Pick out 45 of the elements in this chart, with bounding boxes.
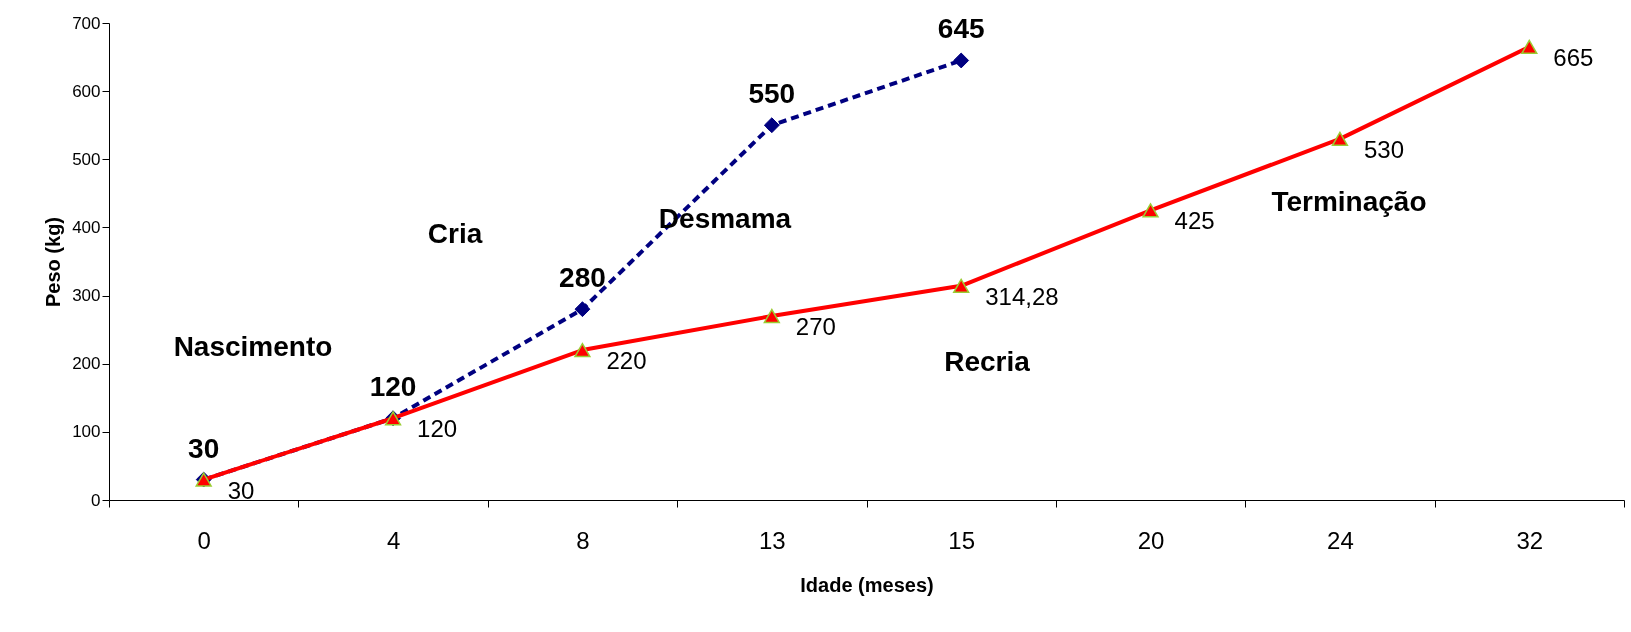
y-tick-label: 100	[72, 422, 101, 442]
y-tick-label: 300	[72, 286, 101, 306]
annotation: Terminação	[1271, 186, 1427, 217]
x-tick-label: 8	[576, 526, 590, 554]
annotation: Recria	[944, 346, 1031, 377]
point	[1142, 203, 1159, 218]
x-tick-label: 4	[386, 526, 401, 554]
y-tick-label: 0	[91, 490, 101, 510]
point	[763, 308, 780, 324]
data-label: 30	[188, 432, 220, 464]
y-axis-title: Peso (kg)	[42, 216, 65, 308]
x-tick-label: 0	[197, 526, 211, 554]
point	[953, 52, 970, 69]
data-label: 280	[559, 262, 606, 294]
point	[574, 301, 591, 318]
data-label: 220	[606, 347, 647, 375]
data-label: 120	[369, 371, 417, 403]
data-label: 530	[1363, 135, 1404, 163]
point	[1521, 39, 1538, 55]
data-label: 425	[1174, 207, 1215, 235]
x-tick-label: 20	[1137, 526, 1165, 554]
annotation: Desmama	[658, 203, 792, 234]
x-tick-label: 32	[1516, 526, 1544, 554]
y-tick-label: 600	[72, 81, 101, 101]
data-label: 120	[417, 415, 458, 443]
x-tick-label: 13	[758, 526, 786, 554]
y-tick-label: 400	[72, 217, 101, 237]
annotation: Nascimento	[173, 331, 333, 362]
data-label: 270	[795, 313, 836, 341]
y-tick-label: 700	[72, 13, 101, 33]
data-label: 30	[227, 476, 255, 504]
data-label: 550	[748, 78, 796, 110]
data-label: 314,28	[985, 282, 1059, 310]
annotation: Cria	[427, 218, 483, 249]
point	[953, 278, 970, 294]
point	[763, 117, 780, 134]
data-label: 645	[937, 13, 985, 45]
y-tick-label: 500	[72, 149, 101, 169]
point	[1331, 131, 1349, 147]
x-axis-title: Idade (meses)	[800, 573, 934, 596]
data-label: 665	[1553, 43, 1594, 71]
x-tick-label: 15	[948, 526, 976, 554]
x-tick-label: 24	[1327, 526, 1354, 554]
y-tick-label: 200	[72, 354, 101, 374]
point	[574, 342, 591, 358]
